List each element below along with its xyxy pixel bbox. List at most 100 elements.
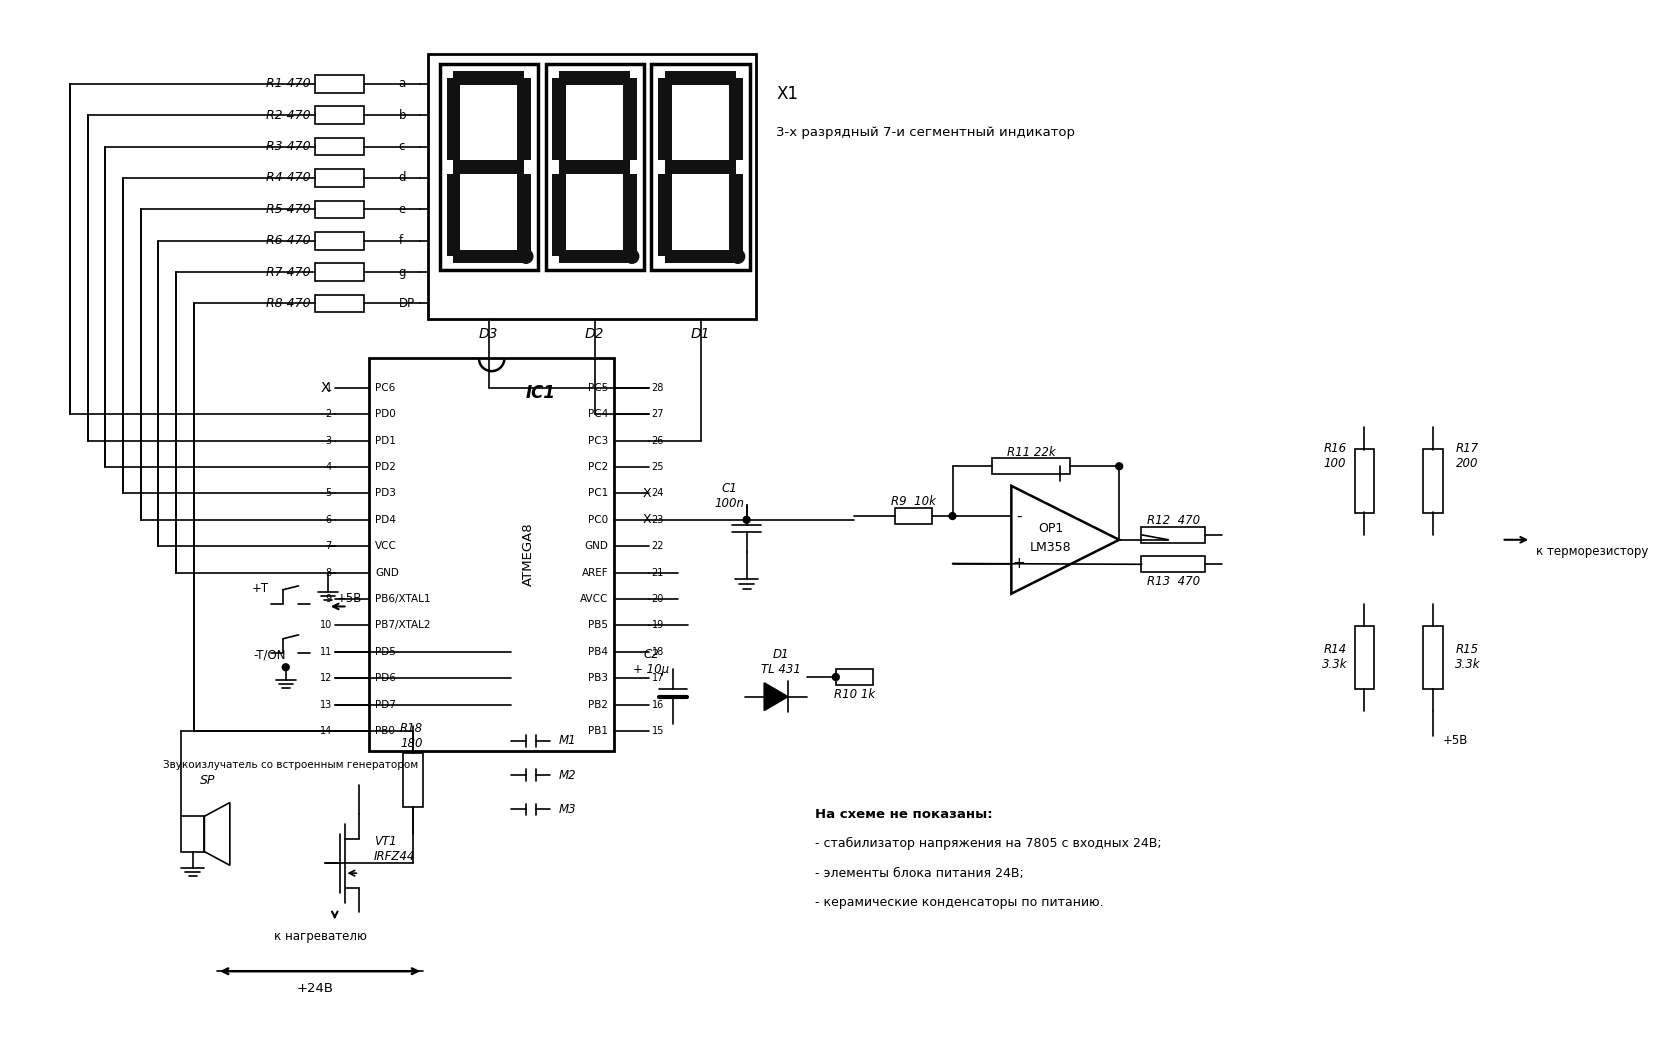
Bar [552, 174, 567, 257]
Text: X: X [320, 381, 330, 395]
Text: R11 22k: R11 22k [1007, 446, 1055, 459]
Text: 23: 23 [652, 515, 663, 524]
Text: к нагревателю: к нагревателю [273, 930, 367, 944]
Text: VCC: VCC [375, 541, 397, 551]
Bar [447, 174, 460, 257]
Text: +5В: +5В [337, 592, 362, 605]
Text: PD6: PD6 [375, 673, 395, 683]
Text: 3: 3 [325, 435, 332, 446]
Bar [728, 78, 743, 161]
Text: VT1
IRFZ44: VT1 IRFZ44 [373, 835, 415, 863]
Bar [1424, 626, 1442, 689]
Text: 19: 19 [652, 620, 663, 630]
Text: -: - [1017, 508, 1022, 523]
Text: - элементы блока питания 24В;: - элементы блока питания 24В; [815, 867, 1024, 879]
Text: X: X [642, 514, 650, 526]
Bar [560, 71, 630, 85]
Text: 1: 1 [325, 383, 332, 393]
Text: b: b [398, 109, 407, 122]
Bar [1142, 527, 1205, 542]
Text: c: c [398, 141, 405, 153]
Bar [315, 295, 363, 312]
Bar [665, 71, 735, 85]
Text: R14
3.3k: R14 3.3k [1322, 644, 1347, 671]
Text: GND: GND [375, 568, 398, 577]
Bar [1424, 449, 1442, 513]
Bar [453, 161, 523, 174]
Bar [453, 71, 523, 85]
Text: R6 470: R6 470 [265, 235, 310, 247]
Polygon shape [205, 802, 230, 866]
Text: R4 470: R4 470 [265, 171, 310, 185]
Text: PD2: PD2 [375, 462, 395, 472]
Bar [440, 64, 538, 271]
Text: LM358: LM358 [1030, 541, 1072, 554]
Circle shape [832, 673, 839, 681]
Polygon shape [763, 683, 788, 710]
Circle shape [949, 513, 955, 519]
Bar [315, 201, 363, 218]
Bar [623, 78, 637, 161]
Text: 22: 22 [652, 541, 663, 551]
Text: R7 470: R7 470 [265, 265, 310, 279]
Text: 18: 18 [652, 647, 663, 656]
Text: 14: 14 [320, 726, 332, 736]
Text: PD7: PD7 [375, 700, 395, 709]
Text: 7: 7 [325, 541, 332, 551]
Circle shape [518, 249, 533, 263]
Text: X: X [642, 487, 650, 500]
Text: +: + [1014, 556, 1025, 571]
Text: Звукоизлучатель со встроенным генератором: Звукоизлучатель со встроенным генераторо… [163, 760, 418, 771]
Text: 20: 20 [652, 594, 663, 604]
Circle shape [282, 664, 288, 671]
Text: PC3: PC3 [588, 435, 608, 446]
Text: PB6/XTAL1: PB6/XTAL1 [375, 594, 430, 604]
Bar [315, 231, 363, 249]
Circle shape [730, 249, 745, 263]
Text: 9: 9 [325, 594, 332, 604]
Text: +24В: +24В [297, 982, 333, 996]
Text: - стабилизатор напряжения на 7805 с входных 24В;: - стабилизатор напряжения на 7805 с вход… [815, 837, 1162, 850]
Text: 16: 16 [652, 700, 663, 709]
Bar [560, 249, 630, 263]
Text: 11: 11 [320, 647, 332, 656]
Text: f: f [398, 235, 403, 247]
Bar [315, 75, 363, 93]
Text: IC1: IC1 [525, 384, 555, 402]
Text: AREF: AREF [582, 568, 608, 577]
Text: 12: 12 [320, 673, 332, 683]
Bar [315, 263, 363, 281]
Polygon shape [1012, 486, 1119, 594]
Text: к терморезистору: к терморезистору [1535, 544, 1649, 558]
Text: R18
180: R18 180 [400, 722, 423, 749]
Text: На схеме не показаны:: На схеме не показаны: [815, 808, 994, 821]
Text: g: g [398, 265, 407, 279]
Text: - керамические конденсаторы по питанию.: - керамические конденсаторы по питанию. [815, 896, 1104, 909]
Text: PC4: PC4 [588, 409, 608, 420]
Text: PB2: PB2 [588, 700, 608, 709]
Circle shape [1115, 463, 1122, 469]
Text: 26: 26 [652, 435, 663, 446]
Text: R10 1k: R10 1k [834, 688, 875, 701]
Text: 25: 25 [652, 462, 663, 472]
Bar [315, 107, 363, 124]
Text: ATMEGA8: ATMEGA8 [522, 522, 535, 587]
Text: R16
100: R16 100 [1324, 443, 1347, 470]
Text: R9  10k: R9 10k [890, 495, 935, 507]
Text: a: a [398, 77, 405, 90]
Text: DP: DP [398, 297, 415, 310]
Text: 28: 28 [652, 383, 663, 393]
Text: GND: GND [585, 541, 608, 551]
Text: PC1: PC1 [588, 488, 608, 499]
Text: PC0: PC0 [588, 515, 608, 524]
Text: R15
3.3k: R15 3.3k [1455, 644, 1480, 671]
Bar [447, 78, 460, 161]
Text: PC2: PC2 [588, 462, 608, 472]
Text: 5: 5 [325, 488, 332, 499]
Bar [545, 64, 643, 271]
Text: 15: 15 [652, 726, 663, 736]
Text: 6: 6 [325, 515, 332, 524]
Bar [1142, 556, 1205, 572]
Bar [1355, 449, 1374, 513]
Bar [665, 161, 735, 174]
